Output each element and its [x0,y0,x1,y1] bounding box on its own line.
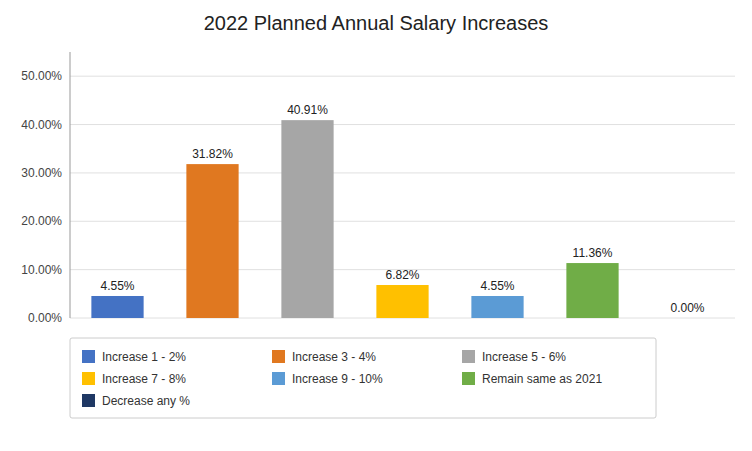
y-tick-label: 10.00% [21,263,62,277]
bar [471,296,523,318]
data-label: 40.91% [287,103,328,117]
bar [661,318,713,319]
data-label: 6.82% [385,268,419,282]
legend-frame [70,338,656,418]
data-labels: 4.55% 31.82% 40.91% 6.82% 4.55% 11.36% 0.00% [100,103,704,315]
bar [91,296,143,318]
grid-line [70,221,735,222]
legend-swatch [462,350,475,363]
bar [186,164,238,318]
legend-swatch [82,394,95,407]
legend-label: Decrease any % [102,394,190,408]
chart-container: 2022 Planned Annual Salary Increases 0.00… [0,0,752,451]
bar [376,285,428,318]
y-tick-label: 30.00% [21,166,62,180]
legend-swatch [82,372,95,385]
legend-label: Increase 7 - 8% [102,372,186,386]
legend-label: Increase 5 - 6% [482,350,566,364]
bar [281,120,333,318]
grid [70,76,735,318]
y-tick-label: 40.00% [21,118,62,132]
y-tick-label: 20.00% [21,214,62,228]
data-label: 4.55% [480,279,514,293]
grid-line [70,124,735,125]
chart-title: 2022 Planned Annual Salary Increases [204,12,549,34]
y-tick-label: 0.00% [28,311,62,325]
chart-svg: 2022 Planned Annual Salary Increases 0.00… [0,0,752,451]
legend-label: Remain same as 2021 [482,372,602,386]
bar [566,263,618,318]
data-label: 31.82% [192,147,233,161]
grid-line [70,76,735,77]
legend: Increase 1 - 2% Increase 3 - 4% Increase 5… [70,338,656,418]
grid-line [70,172,735,173]
legend-label: Increase 9 - 10% [292,372,383,386]
legend-swatch [272,372,285,385]
bars [91,120,618,318]
data-label: 4.55% [100,279,134,293]
legend-label: Increase 1 - 2% [102,350,186,364]
y-tick-label: 50.00% [21,69,62,83]
data-label: 0.00% [670,301,704,315]
legend-label: Increase 3 - 4% [292,350,376,364]
legend-swatch [462,372,475,385]
y-axis-line [70,52,71,318]
legend-swatch [272,350,285,363]
legend-swatch [82,350,95,363]
data-label: 11.36% [573,246,613,260]
